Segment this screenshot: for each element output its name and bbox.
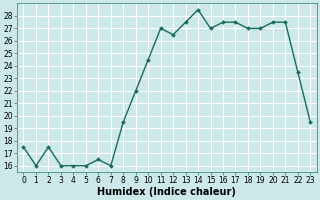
X-axis label: Humidex (Indice chaleur): Humidex (Indice chaleur) [98,187,236,197]
